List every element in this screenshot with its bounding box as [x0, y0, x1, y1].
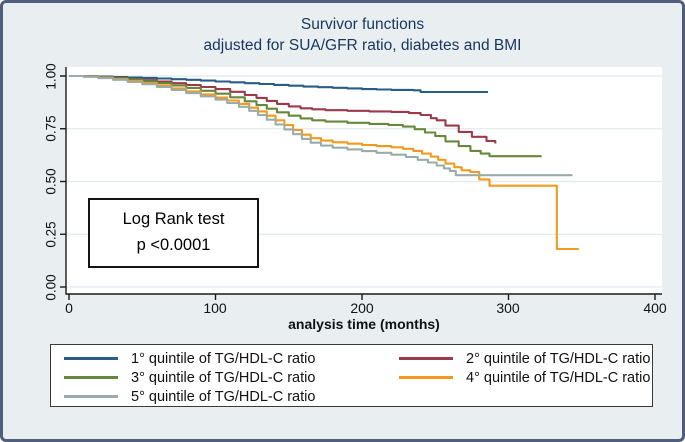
legend-row-3: 5° quintile of TG/HDL-C ratio — [64, 387, 652, 406]
legend-item-quintile-4: 4° quintile of TG/HDL-C ratio — [399, 370, 650, 386]
legend-line-quintile-1 — [64, 357, 118, 360]
x-tick-100: 100 — [203, 300, 227, 316]
legend-label-quintile-1: 1° quintile of TG/HDL-C ratio — [131, 350, 316, 367]
y-tick-0.75: 0.75 — [43, 115, 59, 142]
y-tick-0.25: 0.25 — [43, 221, 59, 248]
legend-item-quintile-2: 2° quintile of TG/HDL-C ratio — [399, 351, 650, 367]
legend-row-2: 3° quintile of TG/HDL-C ratio 4° quintil… — [64, 368, 652, 387]
legend-label-quintile-5: 5° quintile of TG/HDL-C ratio — [131, 388, 316, 405]
y-tick-0.50: 0.50 — [43, 168, 59, 195]
x-tick-200: 200 — [350, 300, 374, 316]
chart-title-line2: adjusted for SUA/GFR ratio, diabetes and… — [203, 36, 522, 54]
legend: 1° quintile of TG/HDL-C ratio 2° quintil… — [50, 344, 653, 407]
x-axis-label: analysis time (months) — [288, 316, 440, 332]
chart-title-line1: Survivor functions — [300, 16, 425, 33]
legend-item-quintile-1: 1° quintile of TG/HDL-C ratio — [64, 351, 399, 367]
x-tick-300: 300 — [496, 300, 520, 316]
x-tick-0: 0 — [65, 300, 73, 316]
log-rank-line2: p <0.0001 — [136, 236, 211, 254]
legend-line-quintile-5 — [64, 395, 118, 398]
legend-label-quintile-3: 3° quintile of TG/HDL-C ratio — [131, 369, 316, 386]
legend-label-quintile-2: 2° quintile of TG/HDL-C ratio — [466, 350, 651, 367]
log-rank-annotation: Log Rank test p <0.0001 — [88, 198, 259, 268]
legend-item-quintile-5: 5° quintile of TG/HDL-C ratio — [64, 389, 399, 405]
legend-row-1: 1° quintile of TG/HDL-C ratio 2° quintil… — [64, 349, 652, 368]
chart-title: Survivor functions adjusted for SUA/GFR … — [63, 15, 662, 57]
survival-curves — [69, 74, 579, 251]
legend-line-quintile-3 — [64, 376, 118, 379]
log-rank-line1: Log Rank test — [122, 210, 225, 229]
y-tick-1.00: 1.00 — [43, 63, 59, 90]
legend-line-quintile-2 — [399, 357, 453, 360]
legend-line-quintile-4 — [399, 376, 453, 379]
x-tick-400: 400 — [643, 300, 667, 316]
legend-label-quintile-4: 4° quintile of TG/HDL-C ratio — [466, 369, 651, 386]
legend-item-quintile-3: 3° quintile of TG/HDL-C ratio — [64, 370, 399, 386]
